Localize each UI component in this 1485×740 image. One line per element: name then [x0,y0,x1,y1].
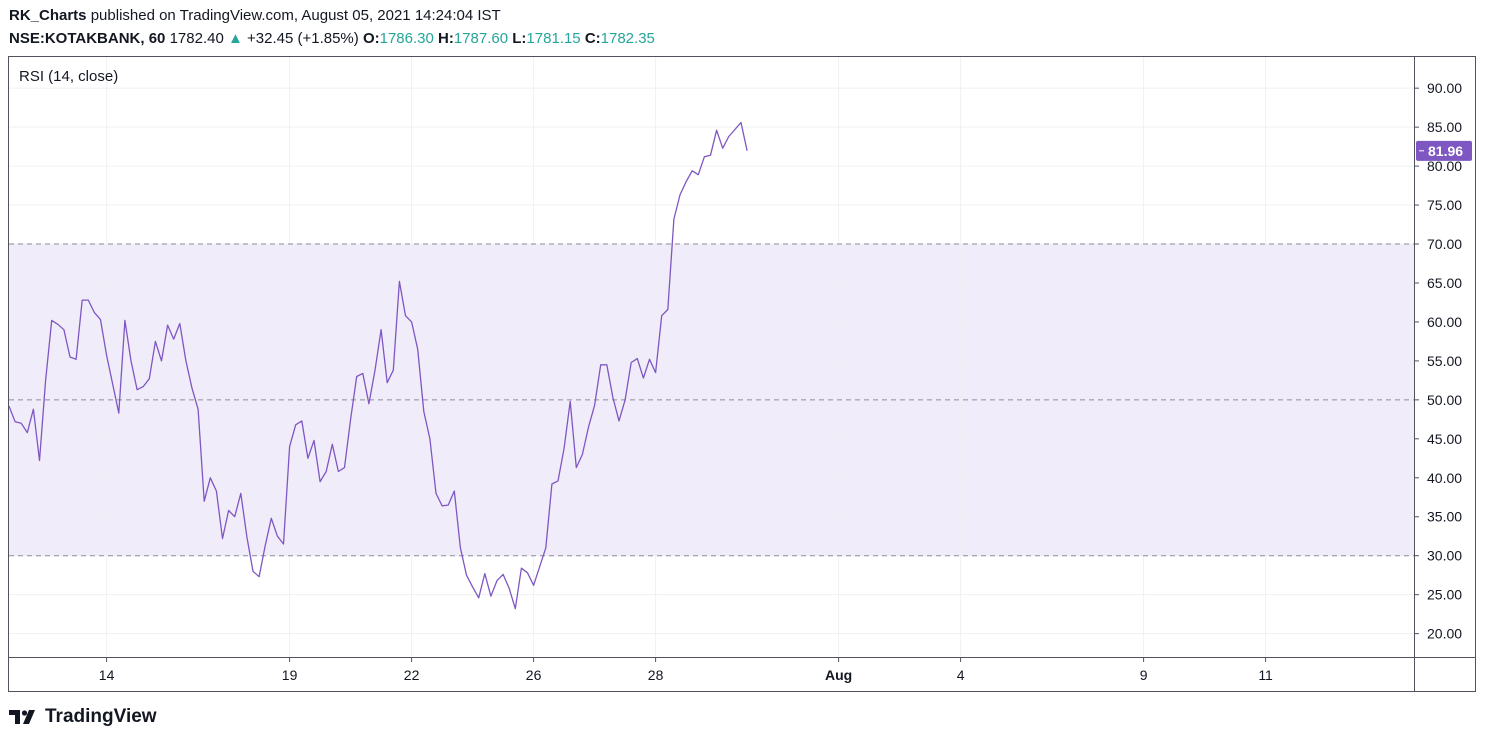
x-tick-label: 22 [404,667,420,683]
price-change: +32.45 (+1.85%) [247,30,359,47]
y-tick-label: 55.00 [1427,353,1462,369]
last-value-label: 81.96 [1428,143,1463,159]
up-triangle-icon: ▲ [227,30,243,47]
open-value: 1786.30 [379,30,434,47]
open-label: O: [362,30,380,47]
symbol-label: NSE:KOTAKBANK, 60 [9,30,166,47]
brand-name: TradingView [45,706,157,727]
x-tick-label: 28 [648,667,664,683]
high-value: 1787.60 [453,30,509,47]
y-tick-label: 65.00 [1427,275,1462,291]
y-tick-label: 60.00 [1427,314,1462,330]
rsi-chart[interactable]: 90.00 85.00 80.00 75.00 70.00 65.00 60.00 55.00… [9,57,1475,691]
tradingview-logo-icon [9,710,35,724]
y-tick-label: 90.00 [1427,80,1462,96]
y-tick-label: 80.00 [1427,158,1462,174]
low-value: 1781.15 [526,30,581,47]
y-tick-label: 85.00 [1427,119,1462,135]
indicator-label[interactable]: RSI (14, close) [19,68,119,85]
rsi-series-line [9,121,748,610]
y-tick-label: 40.00 [1427,470,1462,486]
y-tick-label: 70.00 [1427,236,1462,252]
y-tick-label: 35.00 [1427,509,1462,525]
y-tick-label: 45.00 [1427,431,1462,447]
x-tick-label: 14 [99,667,115,683]
x-tick-label: 19 [282,667,298,683]
publish-info: RK_Charts published on TradingView.com, … [9,7,501,24]
y-tick-label: 50.00 [1427,392,1462,408]
publish-text: published on TradingView.com, August 05,… [90,7,501,24]
last-price: 1782.40 [169,30,224,47]
chart-frame [8,56,1476,692]
x-tick-label: 9 [1140,667,1148,683]
x-tick-label: 4 [957,667,965,683]
low-label: L: [512,30,527,47]
x-tick-label: Aug [825,667,852,683]
footer-brand: TradingView [9,706,157,728]
close-value: 1782.35 [600,30,655,47]
close-label: C: [584,30,601,47]
y-tick-label: 25.00 [1427,587,1462,603]
x-tick-label: 26 [526,667,542,683]
y-tick-label: 20.00 [1427,626,1462,642]
high-label: H: [438,30,454,47]
ohlc-line: NSE:KOTAKBANK, 60 1782.40 ▲ +32.45 (+1.8… [9,30,655,47]
publisher-name[interactable]: RK_Charts [9,7,87,24]
y-tick-label: 30.00 [1427,548,1462,564]
y-tick-label: 75.00 [1427,197,1462,213]
x-tick-label: 11 [1258,667,1273,683]
last-value-badge [1416,140,1472,161]
